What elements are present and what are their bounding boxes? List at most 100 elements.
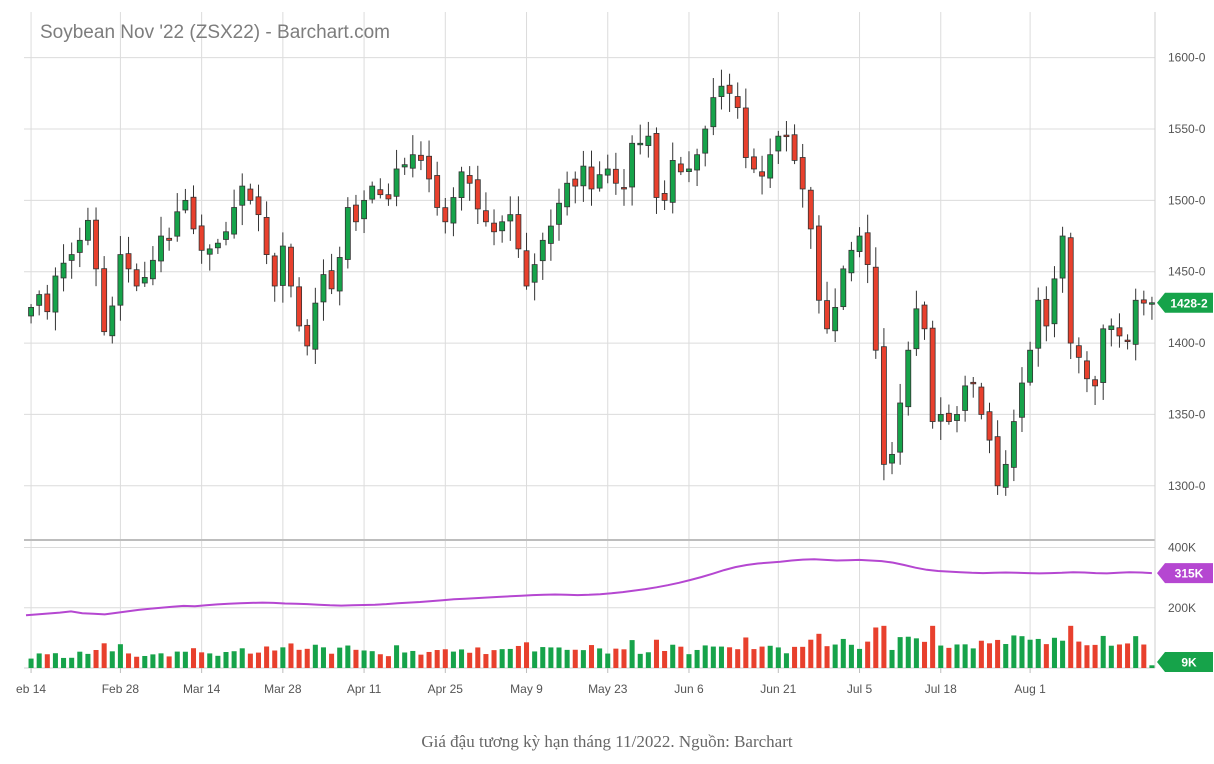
- volume-bar: [1060, 640, 1066, 668]
- volume-bar: [548, 647, 554, 668]
- volume-bar: [44, 654, 50, 668]
- price-tick-label: 1600-0: [1168, 51, 1206, 65]
- candle-body: [686, 168, 692, 172]
- candle-body: [304, 324, 311, 347]
- volume-bar: [751, 649, 757, 668]
- candle-body: [344, 207, 351, 260]
- volume-bar: [150, 654, 156, 668]
- candle-body: [93, 219, 99, 270]
- volume-bar: [166, 656, 172, 668]
- volume-bar: [247, 653, 253, 668]
- volume-bar: [873, 627, 879, 668]
- candle-body: [653, 133, 660, 198]
- volume-bar: [369, 651, 375, 668]
- candle-body: [604, 168, 611, 176]
- candle-body: [783, 134, 790, 138]
- volume-bar: [540, 647, 546, 668]
- volume-bar: [190, 648, 197, 668]
- candle-body: [1108, 325, 1115, 330]
- candle-body: [816, 225, 822, 301]
- volume-bar: [808, 639, 814, 668]
- candle-body: [994, 436, 1001, 487]
- volume-bar: [986, 643, 993, 668]
- volume-bar: [442, 649, 448, 668]
- volume-bar: [970, 648, 976, 668]
- volume-bar: [377, 654, 383, 668]
- volume-bar: [1100, 635, 1106, 668]
- volume-bar: [483, 654, 489, 668]
- volume-bar: [93, 649, 99, 668]
- open-interest-line: [25, 558, 1152, 617]
- volume-bar: [1108, 645, 1114, 668]
- volume-bar: [832, 644, 838, 668]
- x-tick-label: Jul 18: [925, 682, 957, 696]
- candle-body: [677, 163, 684, 173]
- candle-body: [482, 210, 489, 223]
- candle-body: [799, 157, 806, 190]
- candle-body: [848, 249, 855, 274]
- candle-body: [840, 268, 847, 308]
- volume-bar: [434, 650, 440, 668]
- candle-body: [897, 402, 904, 453]
- volume-bar: [134, 656, 140, 668]
- x-tick-label: Aug 1: [1014, 682, 1046, 696]
- candle-body: [377, 189, 384, 196]
- candle-body: [775, 135, 782, 152]
- candle-body: [702, 128, 709, 154]
- candle-body: [393, 168, 400, 197]
- candle-body: [661, 193, 668, 201]
- candle-body: [515, 214, 522, 250]
- candle-body: [937, 414, 944, 422]
- candle-body: [726, 84, 733, 94]
- volume-bar: [710, 646, 716, 668]
- price-volume-chart: 1600-0 1550-0 1500-0 1450-0 1400-0 1350-0 1300…: [16, 12, 1213, 696]
- volume-bar: [662, 650, 668, 668]
- volume-bar: [857, 648, 863, 668]
- volume-bar: [694, 649, 700, 668]
- volume-bar: [69, 657, 75, 668]
- candle-body: [68, 254, 75, 261]
- volume-bar: [101, 643, 107, 668]
- candle-body: [1035, 299, 1042, 349]
- volume-bar: [913, 638, 919, 668]
- x-tick-label: Apr 11: [347, 682, 382, 696]
- candle-body: [824, 300, 830, 330]
- volume-bar: [678, 646, 684, 668]
- volume-bar: [629, 640, 635, 668]
- volume-bar: [946, 647, 952, 668]
- volume-bar: [142, 655, 148, 668]
- volume-bar: [572, 649, 578, 668]
- volume-bar: [995, 639, 1001, 668]
- candle-body: [1124, 339, 1131, 343]
- volume-bar: [588, 645, 595, 668]
- candle-body: [426, 155, 432, 180]
- candle-body: [328, 270, 335, 290]
- volume-bar: [109, 651, 115, 668]
- volume-bar: [337, 647, 343, 668]
- candle-body: [296, 286, 303, 327]
- volume-bar: [605, 653, 611, 668]
- volume-bar: [1003, 644, 1009, 668]
- candle-body: [141, 277, 148, 284]
- volume-bar: [1043, 644, 1049, 668]
- candle-body: [320, 274, 327, 303]
- volume-bar: [686, 654, 692, 668]
- candle-body: [1019, 382, 1025, 418]
- candle-body: [556, 202, 562, 225]
- candle-body: [767, 154, 774, 179]
- candle-body: [1092, 379, 1099, 387]
- candle-body: [84, 219, 91, 241]
- volume-bar: [1133, 636, 1139, 668]
- x-tick-label: Mar 28: [264, 682, 302, 696]
- candle-body: [921, 304, 928, 330]
- volume-tick-label: 200K: [1168, 601, 1196, 615]
- candle-body: [76, 239, 83, 253]
- volume-bar: [467, 652, 473, 668]
- candle-body: [864, 232, 871, 265]
- candle-body: [759, 171, 765, 177]
- x-tick-label: May 9: [510, 682, 543, 696]
- candle-body: [1067, 237, 1074, 344]
- volume-bar: [653, 639, 659, 668]
- candle-body: [645, 135, 652, 146]
- volume-bar: [410, 650, 416, 668]
